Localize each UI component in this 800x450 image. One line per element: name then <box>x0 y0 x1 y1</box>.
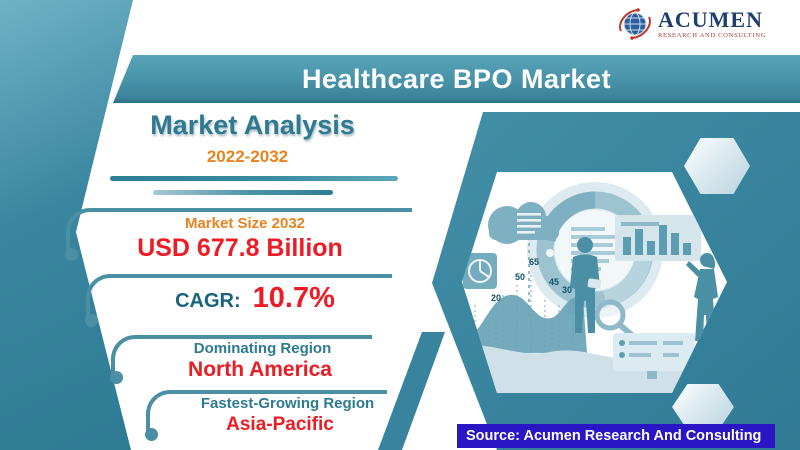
analysis-heading: Market Analysis <box>150 110 355 140</box>
svg-text:45: 45 <box>549 277 559 287</box>
page-title: Healthcare BPO Market <box>301 64 612 94</box>
svg-text:30: 30 <box>562 285 572 295</box>
illustration-hexagon: 10 20 50 65 45 30 <box>462 172 727 393</box>
cagr-label: CAGR: <box>175 290 241 312</box>
market-size-value: USD 677.8 Billion <box>137 234 343 262</box>
cloud-icon <box>488 202 559 315</box>
fastest-region-label: Fastest-Growing Region <box>200 395 375 412</box>
divider-line-2 <box>153 190 333 195</box>
bracket-market-size <box>65 208 412 261</box>
cagr-value: 10.7% <box>252 282 335 314</box>
source-text: Source: Acumen Research And Consulting <box>466 428 762 444</box>
cagr-row: CAGR: 10.7% <box>120 282 390 315</box>
person-man <box>570 237 602 333</box>
brand-name: ACUMEN <box>658 6 763 32</box>
bracket-fastest-region <box>145 390 387 441</box>
market-size-label: Market Size 2032 <box>184 215 306 232</box>
bar-chart-board <box>615 215 701 261</box>
analysis-period: 2022-2032 <box>206 147 289 166</box>
globe-icon <box>619 8 651 40</box>
bracket-dot <box>65 248 78 261</box>
fastest-region-value: Asia-Pacific <box>226 414 334 435</box>
bracket-cagr <box>85 274 392 327</box>
source-bar: Source: Acumen Research And Consulting <box>457 424 775 448</box>
area-chart: 10 20 50 65 45 30 <box>463 257 587 353</box>
acumen-logo: ACUMEN RESEARCH AND CONSULTING <box>616 3 788 45</box>
svg-text:50: 50 <box>515 272 525 282</box>
dominating-region-label: Dominating Region <box>193 340 332 357</box>
brand-tagline: RESEARCH AND CONSULTING <box>658 31 767 39</box>
svg-text:65: 65 <box>529 257 539 267</box>
svg-text:20: 20 <box>491 293 501 303</box>
title-banner: Healthcare BPO Market <box>113 55 800 103</box>
dashboard-card <box>613 333 695 379</box>
pie-chart-icon <box>463 253 497 289</box>
divider-line-1 <box>110 176 398 181</box>
dominating-region-value: North America <box>188 358 332 381</box>
bracket-dominating-region <box>110 335 372 384</box>
bracket-dot <box>145 428 158 441</box>
market-illustration: 10 20 50 65 45 30 <box>462 182 727 393</box>
bracket-dot <box>85 314 98 327</box>
bracket-dot <box>110 371 123 384</box>
